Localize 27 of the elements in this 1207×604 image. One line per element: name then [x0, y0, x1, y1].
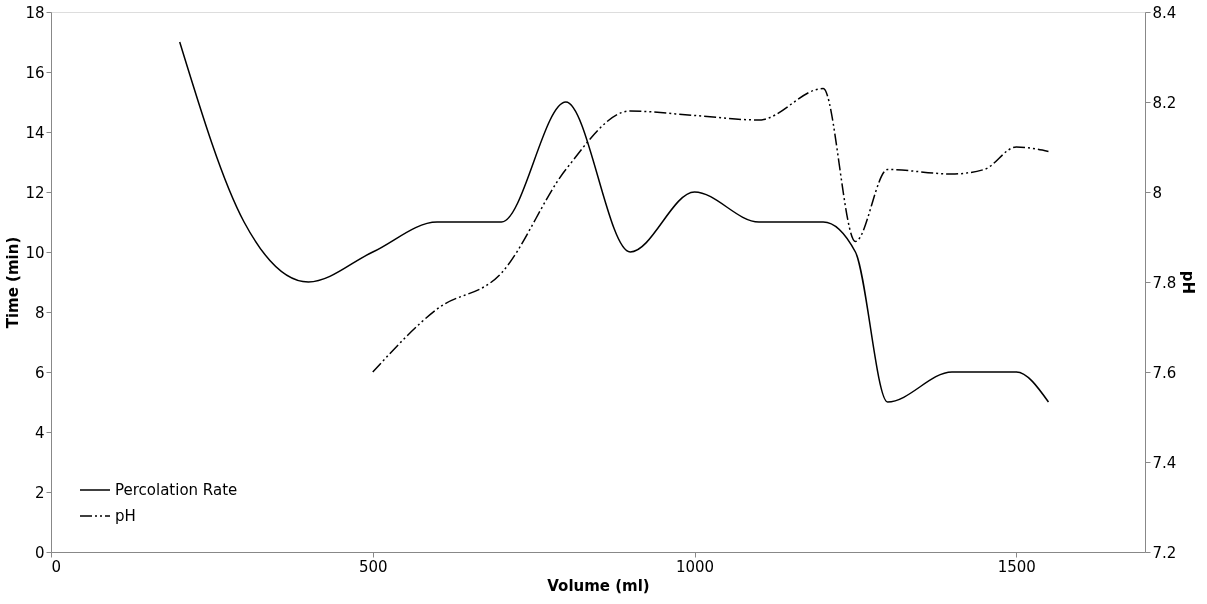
x-axis-title: Volume (ml) — [547, 576, 650, 595]
y-tick-label: 0 — [34, 543, 45, 562]
y-tick-label: 16 — [25, 63, 45, 82]
y-tick-label: 18 — [25, 3, 45, 22]
x-tick-label: 500 — [358, 557, 388, 576]
y2-tick-label: 7.2 — [1152, 543, 1177, 562]
x-tick-label: 1500 — [997, 557, 1036, 576]
y-tick-label: 12 — [25, 183, 45, 202]
y2-tick-label: 7.8 — [1152, 273, 1177, 292]
line-series — [178, 41, 1050, 403]
x-tick-label: 1000 — [675, 557, 715, 576]
y-tick-label: 6 — [34, 363, 45, 382]
y-tick-label: 14 — [25, 123, 45, 142]
y-tick-label: 10 — [25, 243, 45, 262]
y2-tick-label: 7.6 — [1152, 363, 1177, 382]
y2-tick-label: 8.4 — [1152, 3, 1177, 22]
y2-tick-label: 8.2 — [1152, 93, 1177, 112]
y-axis-title: Time (min) — [4, 236, 23, 329]
y2-tick-label: 7.4 — [1152, 453, 1177, 472]
x-tick-label: 0 — [51, 557, 62, 576]
legend-label: Percolation Rate — [115, 481, 238, 499]
y-tick-label: 2 — [34, 483, 45, 502]
y-tick-label: 4 — [34, 423, 45, 442]
y2-axis-title: pH — [1179, 270, 1198, 295]
legend-label: pH — [115, 507, 136, 525]
y-tick-label: 8 — [34, 303, 45, 322]
y2-tick-label: 8 — [1152, 183, 1163, 202]
